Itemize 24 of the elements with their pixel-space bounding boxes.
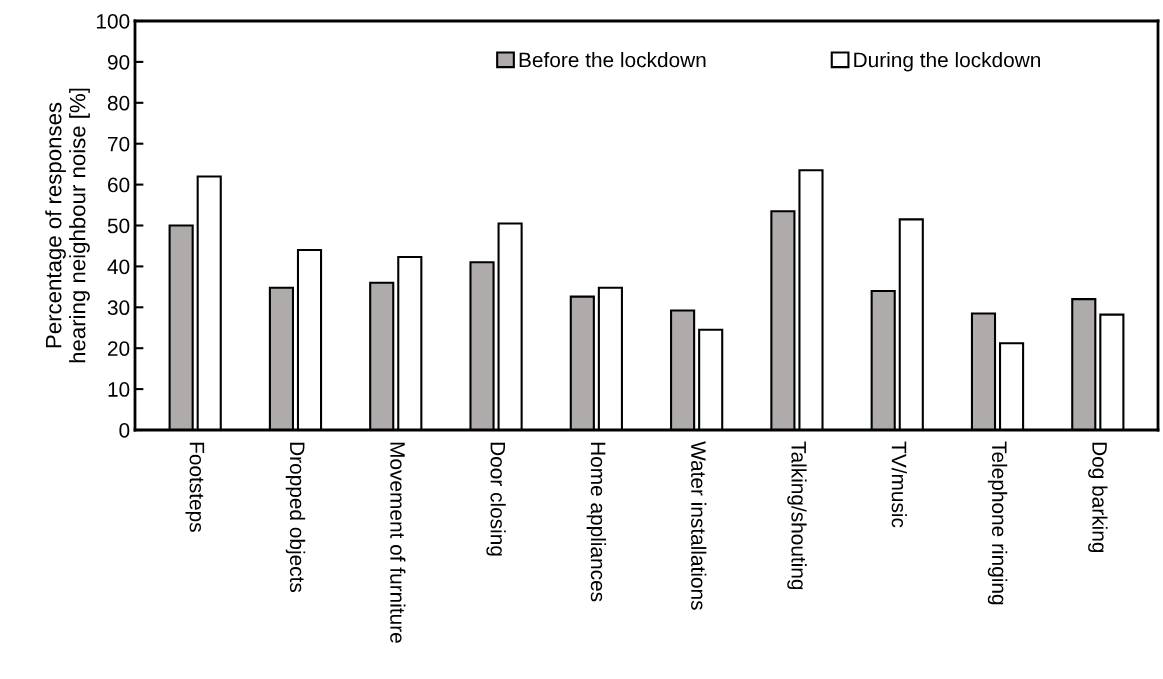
x-tick-label: Dog barking <box>1088 442 1108 553</box>
y-tick-label: 60 <box>108 177 130 193</box>
y-tick-label: 30 <box>107 300 130 316</box>
y-tick-label: 90 <box>107 54 130 70</box>
legend-label: During the lockdown <box>854 52 1041 72</box>
x-tick-label: Water installations <box>691 441 707 610</box>
y-tick-label: 20 <box>108 341 130 356</box>
y-tick-label: 80 <box>107 95 130 111</box>
x-tick-label: Telephone ringing <box>987 441 1008 605</box>
y-tick-label: 50 <box>107 218 130 234</box>
x-tick-label: TV/music <box>891 441 907 528</box>
x-tick-label: Door closing <box>486 442 506 556</box>
x-tick-label: Movement of furniture <box>390 442 406 643</box>
y-tick-label: 40 <box>107 259 130 275</box>
x-tick-label: Talking/shouting <box>787 441 807 590</box>
x-tick-label: Home appliances <box>586 442 607 602</box>
y-tick-label: 100 <box>96 14 130 29</box>
y-tick-label: 10 <box>108 382 130 397</box>
y-axis-title: Percentage of responses hearing neighbour noise [%] <box>45 88 90 363</box>
y-tick-label: 70 <box>108 136 130 152</box>
legend-label: Before the lockdown <box>519 52 706 68</box>
y-tick-label: 0 <box>119 423 130 438</box>
x-tick-label: Dropped objects <box>285 442 306 593</box>
x-tick-label: Footsteps <box>185 442 205 532</box>
